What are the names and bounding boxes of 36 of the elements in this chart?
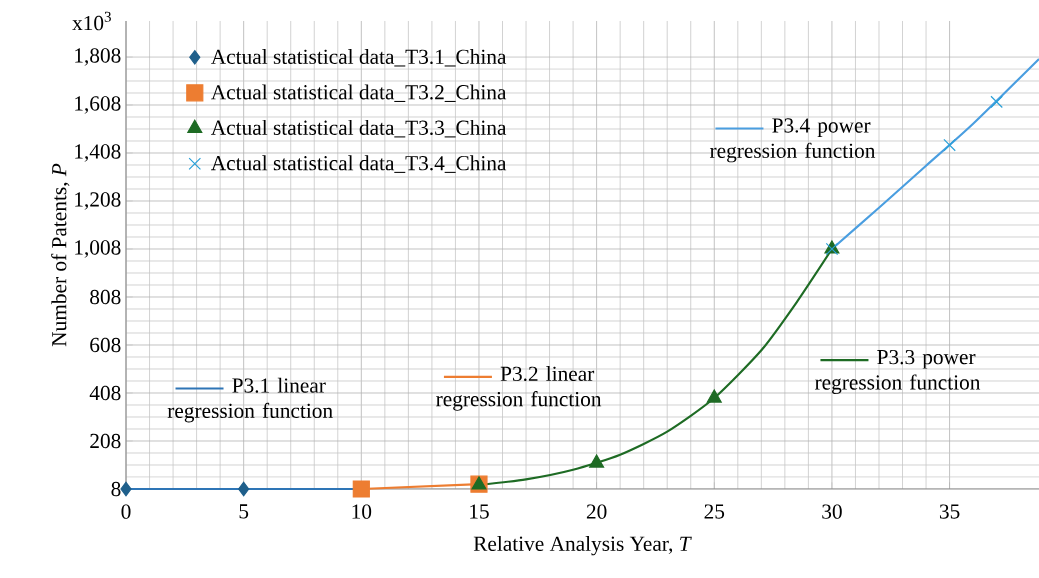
- x-tick-label: 5: [239, 504, 249, 519]
- y-tick-label: 1,808: [75, 48, 121, 66]
- point: [352, 480, 370, 498]
- x-tick-label: 0: [121, 504, 131, 519]
- x-tick-label: 30: [822, 504, 842, 519]
- legend-label: P3.4 power regression function: [709, 118, 876, 163]
- point: [120, 481, 132, 497]
- legend-label: Actual statistical data_T3.4_China: [211, 155, 507, 173]
- x-tick-label: 15: [470, 504, 489, 519]
- y-tick-label: 208: [90, 433, 121, 449]
- y-tick-label: 608: [90, 337, 121, 353]
- y-tick-label: 1,608: [75, 96, 121, 114]
- y-tick-label: 1,008: [75, 240, 121, 258]
- legend-label: P3.3 power regression function: [814, 349, 981, 395]
- y-tick-label: 408: [89, 385, 121, 401]
- point: [990, 95, 1003, 109]
- y-tick-label: 808: [90, 289, 121, 305]
- x-axis-title: Relative Analysis Year, T: [473, 535, 692, 556]
- y-axis-title: Number of Patents, P: [51, 163, 70, 347]
- legend-label: P3.1 linear regression function: [167, 377, 333, 423]
- y-tick-label: 1,408: [75, 144, 121, 162]
- y-tick-label: 8: [111, 481, 121, 497]
- legend-label: Actual statistical data_T3.1_China: [211, 48, 507, 67]
- point: [943, 138, 956, 152]
- legend-label: P3.2 linear regression function: [436, 366, 602, 411]
- x-tick-label: 20: [586, 504, 607, 519]
- point: [706, 389, 722, 403]
- x-tick-label: 35: [939, 504, 960, 519]
- x-tick-label: 10: [352, 504, 372, 519]
- point: [589, 454, 605, 468]
- legend-label: Actual statistical data_T3.3_China: [211, 119, 507, 138]
- point: [238, 481, 250, 497]
- x-tick-label: 25: [704, 504, 725, 519]
- legend-label: Actual statistical data_T3.2_China: [211, 84, 507, 102]
- y-tick-label: 1,208: [75, 192, 121, 210]
- text: x10$^{3}$: [72, 11, 111, 31]
